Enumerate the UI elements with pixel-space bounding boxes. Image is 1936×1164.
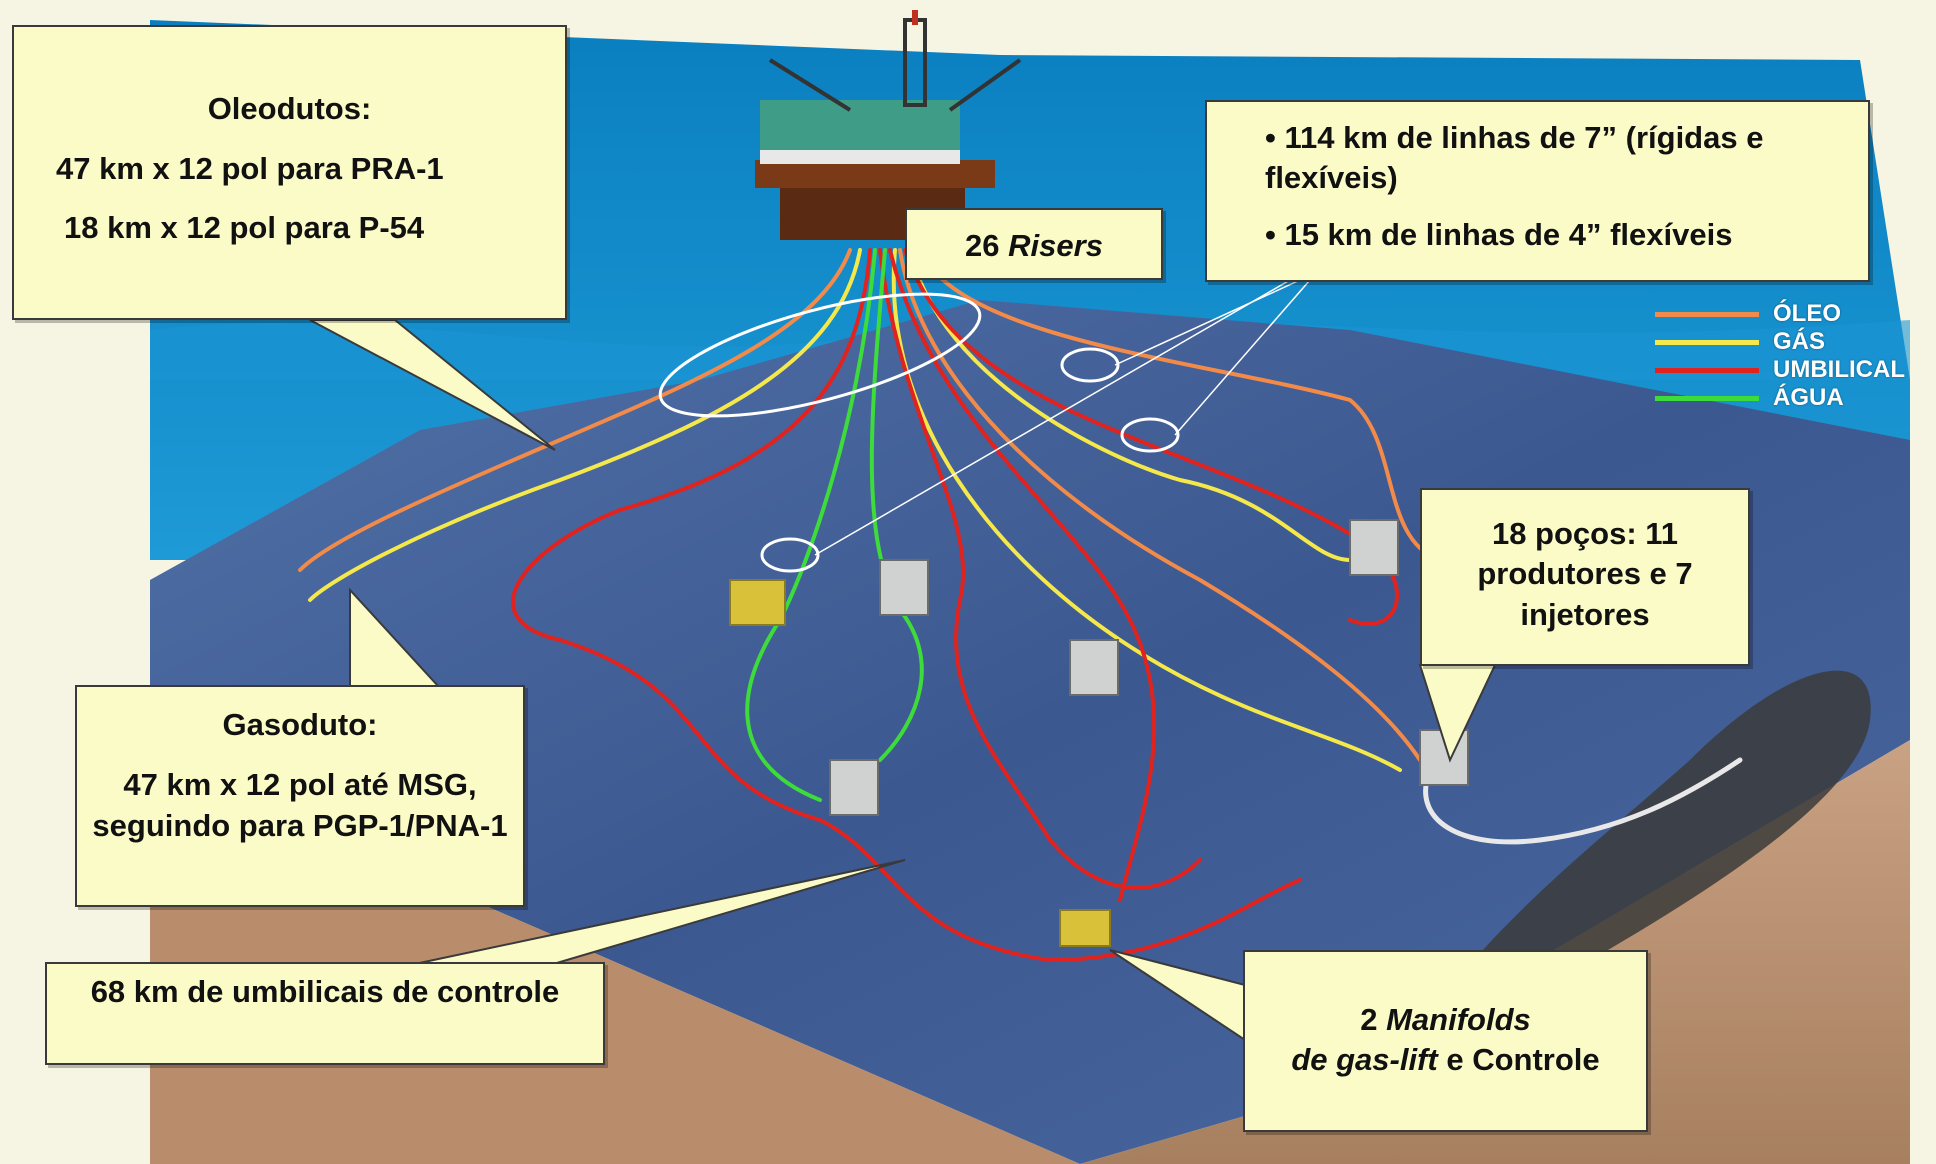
gas-line (908, 248, 1352, 562)
wellhead-icon (1349, 519, 1399, 576)
gasoduto-callout: Gasoduto: 47 km x 12 pol até MSG, seguin… (75, 685, 525, 907)
oleodutos-line2: 18 km x 12 pol para P-54 (64, 209, 425, 245)
manifolds-callout: 2 Manifolds de gas-lift e Controle (1243, 950, 1648, 1132)
pointer-line (1174, 279, 1311, 436)
umbilical-line (878, 248, 1202, 890)
risers-callout: 26 Risers (905, 208, 1163, 280)
legend-item-gas: GÁS (1655, 328, 1905, 356)
manifolds-gaslift: gas-lift (1336, 1042, 1438, 1078)
legend-label: ÓLEO (1773, 300, 1842, 327)
pointer-line (1114, 279, 1301, 366)
risers-label: Risers (1008, 228, 1103, 263)
gas-line (308, 248, 862, 602)
umbilicais-text: 68 km de umbilicais de controle (90, 974, 560, 1009)
manifolds-number: 2 (1360, 1002, 1378, 1037)
wellhead-icon (829, 759, 879, 816)
risers-number: 26 (965, 228, 1000, 263)
pointer-line (814, 279, 1291, 556)
oleodutos-callout-tail (309, 319, 556, 451)
pipe-highlight (1060, 347, 1120, 383)
manifolds-rest: e Controle (1446, 1042, 1600, 1078)
umbilical-line (903, 248, 1399, 626)
manifolds-de: de (1291, 1042, 1328, 1078)
legend-swatch (1655, 367, 1759, 373)
line-legend: ÓLEO GÁS UMBILICAL ÁGUA (1655, 300, 1905, 412)
umbilical-line (888, 248, 1157, 902)
manifolds-word: Manifolds (1386, 1002, 1531, 1037)
manifold-icon (729, 579, 786, 626)
pipe-highlight (1120, 417, 1180, 453)
gasoduto-title: Gasoduto: (222, 707, 378, 742)
wellhead-icon (1069, 639, 1119, 696)
risers-highlight (658, 292, 982, 418)
oil-line (918, 248, 1442, 562)
oleodutos-title: Oleodutos: (207, 91, 372, 126)
oleodutos-line1: 47 km x 12 pol para PRA-1 (56, 151, 444, 187)
legend-label: GÁS (1773, 328, 1826, 355)
umbilicais-callout: 68 km de umbilicais de controle (45, 962, 605, 1065)
legend-item-umbilical: UMBILICAL (1655, 356, 1905, 384)
legend-label: UMBILICAL (1773, 356, 1905, 383)
gasoduto-text: 47 km x 12 pol até MSG, seguindo para PG… (92, 767, 508, 843)
legend-item-oleo: ÓLEO (1655, 300, 1905, 328)
linhas-line1: • 114 km de linhas de 7” (rígidas e flex… (1265, 120, 1764, 196)
oleodutos-callout: Oleodutos: 47 km x 12 pol para PRA-1 18 … (12, 25, 567, 320)
umbilical-line (511, 248, 1302, 963)
legend-item-agua: ÁGUA (1655, 384, 1905, 412)
export-line (1423, 757, 1743, 845)
subsea-equipment (729, 519, 1469, 947)
legend-swatch (1655, 395, 1759, 401)
legend-label: ÁGUA (1773, 384, 1844, 411)
pipe-highlight (760, 537, 820, 573)
legend-swatch (1655, 311, 1759, 317)
soil-right-face (1080, 740, 1910, 1164)
wellhead-icon (879, 559, 929, 616)
linhas-line2: • 15 km de linhas de 4” flexíveis (1265, 216, 1733, 252)
linhas-callout: • 114 km de linhas de 7” (rígidas e flex… (1205, 100, 1870, 282)
legend-swatch (1655, 339, 1759, 345)
manifold-icon (1059, 909, 1111, 947)
pocos-callout: 18 poços: 11 produtores e 7 injetores (1420, 488, 1750, 666)
pocos-text: 18 poços: 11 produtores e 7 injetores (1477, 516, 1693, 632)
